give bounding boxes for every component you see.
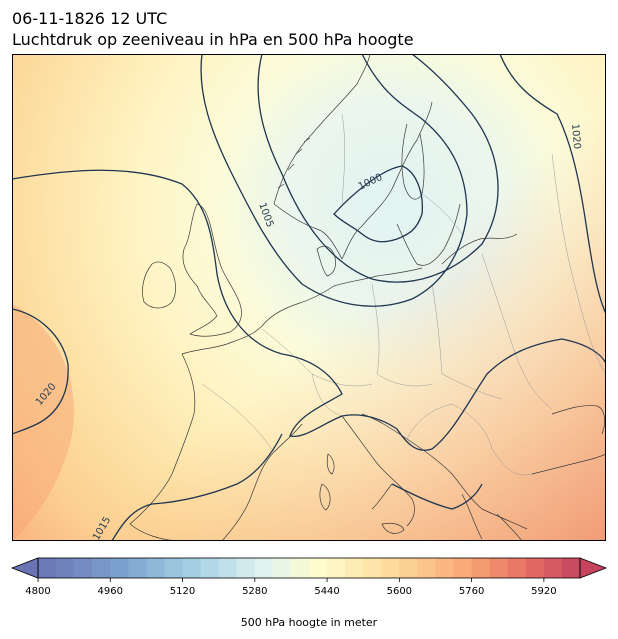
colorbar-cell: [345, 558, 364, 578]
colorbar-cell: [381, 558, 400, 578]
colorbar-cell: [182, 558, 201, 578]
isobar-1015-south: [111, 433, 283, 541]
colorbar-cell: [525, 558, 545, 578]
colorbar-ticks: 4800 4960 5120 5280 5440 5600 5760 5920: [25, 578, 557, 597]
isobar-label-1020-east: 1020: [569, 123, 582, 149]
colorbar-cell: [471, 558, 491, 578]
map-title-description: Luchtdruk op zeeniveau in hPa en 500 hPa…: [12, 30, 414, 49]
colorbar-tick-label: 5280: [242, 586, 267, 597]
colorbar-cell: [254, 558, 274, 578]
map-frame: [12, 54, 606, 541]
colorbar-cell: [218, 558, 238, 578]
colorbar-cell: [489, 558, 509, 578]
country-borders: [201, 113, 606, 476]
colorbar-cell: [417, 558, 436, 578]
colorbar-cell: [543, 558, 563, 578]
weather-map: 1000 1005 1020 1020 1015: [12, 54, 606, 541]
isobar-1020-west: [12, 308, 69, 435]
isobar-1010: [257, 54, 499, 283]
colorbar-cell: [164, 558, 183, 578]
colorbar-cell: [74, 558, 93, 578]
colorbar-cell: [309, 558, 328, 578]
colorbar-tick-label: 5600: [387, 586, 412, 597]
height-field-southeast: [12, 54, 606, 541]
colorbar-cell: [56, 558, 75, 578]
coastlines: [129, 54, 606, 541]
colorbar-tick-label: 5440: [314, 586, 339, 597]
isobars: [12, 54, 606, 541]
colorbar-extend-low: [10, 557, 39, 579]
colorbar-tick-label: 5920: [531, 586, 556, 597]
isobar-1015: [12, 169, 606, 451]
colorbar-cell: [200, 558, 220, 578]
isobar-1005: [200, 54, 468, 307]
colorbar-frame: [37, 557, 581, 579]
colorbar-cell: [128, 558, 147, 578]
colorbar-cell: [146, 558, 165, 578]
isobar-1020-east: [499, 54, 606, 315]
colorbar-cell: [290, 558, 310, 578]
colorbar-tick-label: 4800: [25, 586, 50, 597]
colorbar-cell: [327, 558, 346, 578]
height-field-west-ridge: [12, 304, 74, 541]
colorbar-tick-label: 4960: [98, 586, 123, 597]
colorbar-cell: [110, 558, 129, 578]
colorbar-cells: [38, 558, 581, 578]
colorbar-cell: [507, 558, 527, 578]
colorbar-cell: [363, 558, 382, 578]
colorbar-tick-label: 5120: [170, 586, 195, 597]
colorbar-cell: [272, 558, 292, 578]
colorbar-label: 500 hPa hoogte in meter: [241, 616, 378, 629]
colorbar-cell: [236, 558, 256, 578]
colorbar: 4800 4960 5120 5280 5440 5600 5760 5920 500 hPa…: [10, 557, 608, 629]
colorbar-cell: [38, 558, 57, 578]
colorbar-extend-high: [579, 557, 608, 579]
colorbar-cell: [399, 558, 418, 578]
isobar-1015-balkan: [391, 483, 483, 510]
colorbar-cell: [435, 558, 454, 578]
isobar-1000: [333, 165, 423, 243]
colorbar-tick-label: 5760: [459, 586, 484, 597]
colorbar-cell: [561, 558, 581, 578]
map-title-datetime: 06-11-1826 12 UTC: [12, 9, 168, 28]
colorbar-cell: [453, 558, 472, 578]
colorbar-cell: [92, 558, 111, 578]
